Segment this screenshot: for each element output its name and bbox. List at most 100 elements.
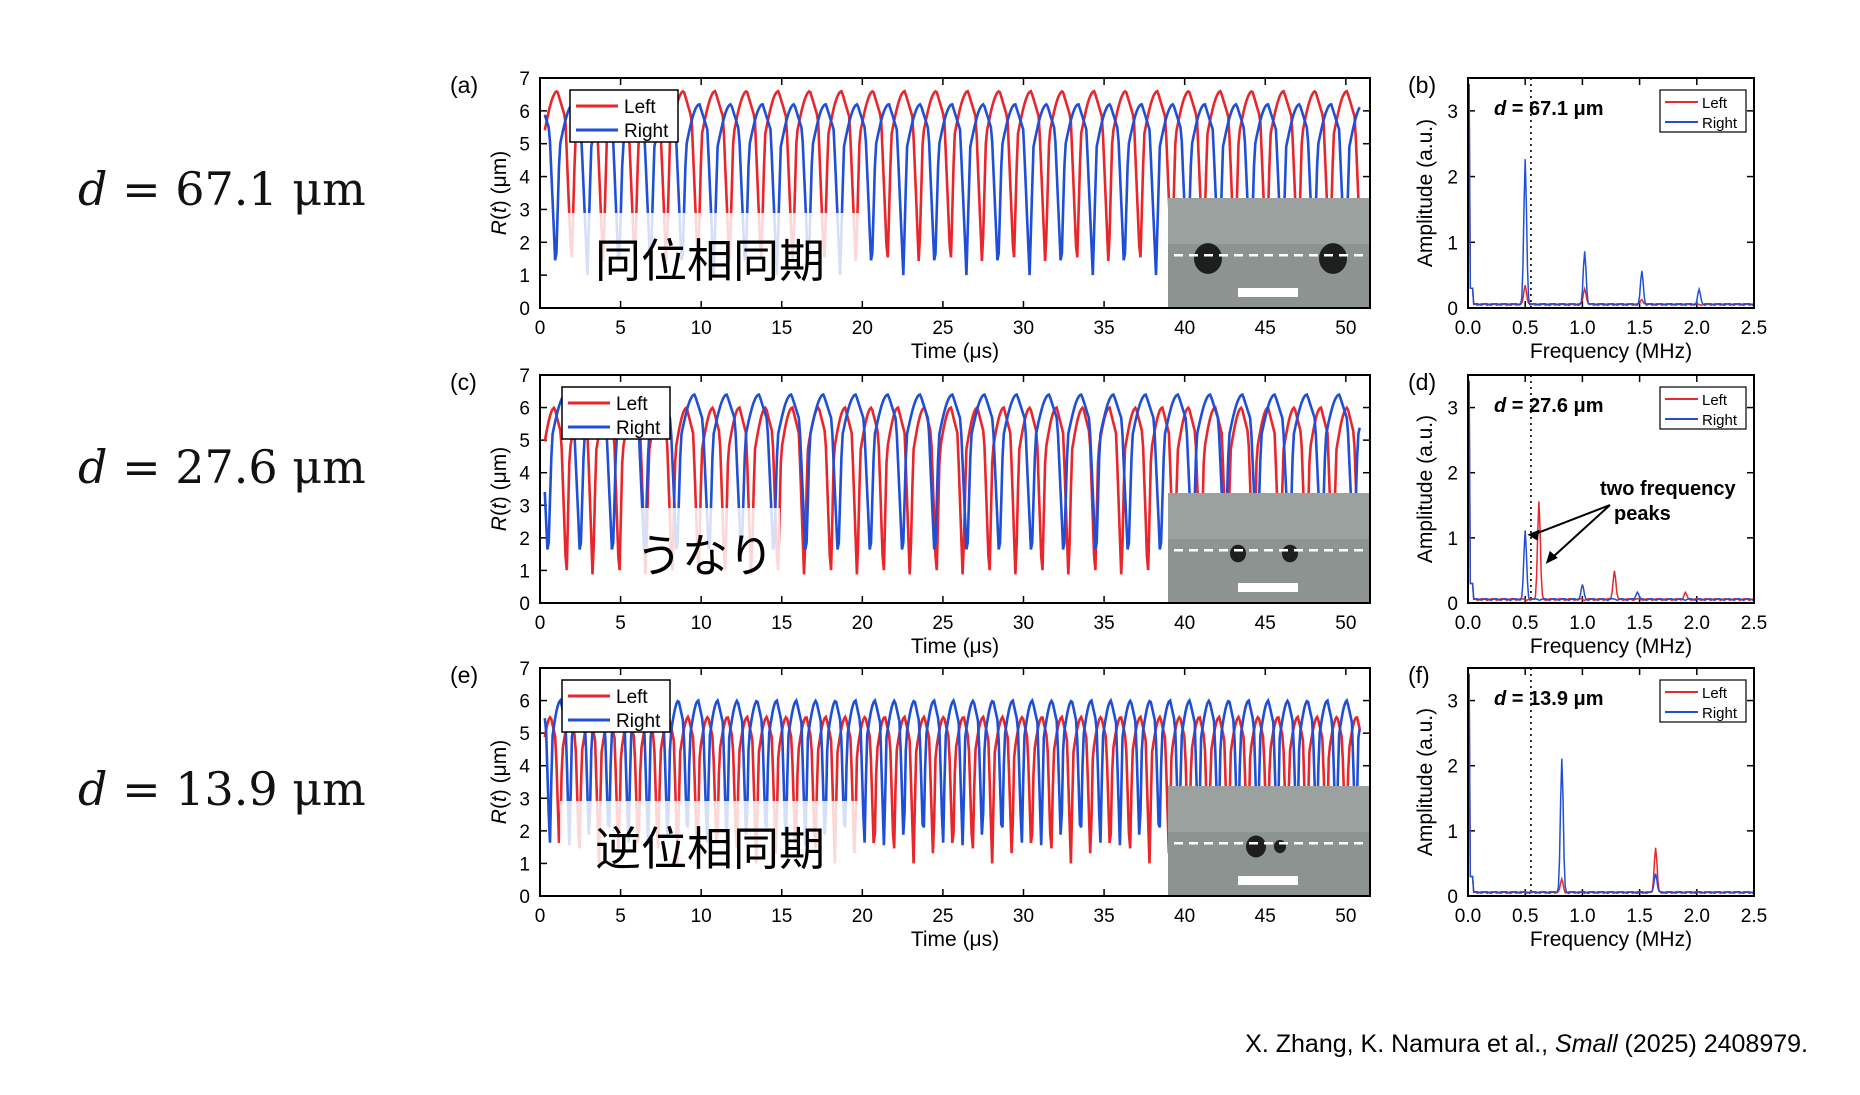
plot-frame bbox=[1467, 667, 1755, 897]
y-tick-label: 1 bbox=[519, 266, 530, 287]
x-tick-label: 20 bbox=[852, 906, 873, 927]
scale-bar bbox=[1238, 583, 1298, 592]
x-tick-label: 35 bbox=[1094, 318, 1115, 339]
y-tick-label: 1 bbox=[519, 561, 530, 582]
x-axis-label: Frequency (MHz) bbox=[1530, 928, 1692, 951]
bubble bbox=[1282, 544, 1298, 563]
annotation-label: d = 13.9 μm bbox=[1494, 688, 1604, 710]
legend: Left Right bbox=[561, 386, 671, 440]
annotation-backing bbox=[560, 213, 860, 301]
y-tick-label: 3 bbox=[1447, 399, 1458, 420]
row-label-d-27: d = 27.6 μm bbox=[78, 440, 366, 494]
legend-box bbox=[1659, 89, 1747, 133]
legend-label: Right bbox=[1702, 115, 1738, 132]
inset-image bbox=[1168, 786, 1370, 896]
annotation-label: 同位相同期 bbox=[595, 235, 825, 287]
x-tick-label: 0 bbox=[535, 318, 546, 339]
x-tick-label: 25 bbox=[932, 318, 953, 339]
y-tick-label: 4 bbox=[519, 464, 530, 485]
scale-bar bbox=[1238, 876, 1298, 885]
x-axis-label: Time (μs) bbox=[911, 340, 999, 363]
legend-label: Right bbox=[616, 711, 661, 732]
y-tick-label: 1 bbox=[1447, 233, 1458, 254]
x-tick-label: 1.0 bbox=[1569, 613, 1595, 634]
callout-label: two frequency peaks bbox=[1600, 478, 1736, 525]
y-tick-label: 2 bbox=[519, 822, 530, 843]
x-tick-label: 0 bbox=[535, 613, 546, 634]
row-label-d-67: d = 67.1 μm bbox=[78, 162, 366, 216]
y-tick-label: 7 bbox=[519, 69, 530, 90]
plot-frame bbox=[1467, 374, 1755, 604]
x-tick-label: 30 bbox=[1013, 613, 1034, 634]
y-axis-label: R(t) (μm) bbox=[488, 447, 511, 531]
spectrum-line-right bbox=[1468, 380, 1755, 602]
series-line-left bbox=[543, 405, 1361, 575]
plot-frame bbox=[539, 77, 1371, 309]
y-tick-label: 3 bbox=[519, 789, 530, 810]
x-tick-label: 30 bbox=[1013, 906, 1034, 927]
panel-label: (b) bbox=[1408, 72, 1436, 98]
y-axis-label: Amplitude (a.u.) bbox=[1414, 708, 1437, 856]
scale-bar bbox=[1238, 288, 1298, 297]
y-tick-label: 1 bbox=[1447, 822, 1458, 843]
x-tick-label: 0.5 bbox=[1512, 318, 1538, 339]
x-tick-label: 5 bbox=[615, 318, 626, 339]
plot-area: うなり Left Right bbox=[543, 386, 1370, 603]
plot-frame bbox=[539, 374, 1371, 604]
x-tick-label: 1.5 bbox=[1626, 318, 1652, 339]
x-tick-label: 15 bbox=[771, 906, 792, 927]
annotation-label: d = 67.1 μm bbox=[1494, 98, 1604, 120]
y-axis-label: R(t) (μm) bbox=[488, 151, 511, 235]
x-tick-label: 10 bbox=[691, 613, 712, 634]
y-tick-label: 5 bbox=[519, 135, 530, 156]
inset-image bbox=[1168, 198, 1370, 308]
y-tick-label: 3 bbox=[519, 496, 530, 517]
x-tick-label: 25 bbox=[932, 906, 953, 927]
x-tick-label: 45 bbox=[1255, 318, 1276, 339]
spectrum-line-right bbox=[1468, 83, 1755, 307]
y-tick-label: 3 bbox=[519, 200, 530, 221]
legend-label: Left bbox=[1702, 95, 1728, 112]
citation: X. Zhang, K. Namura et al., Small (2025)… bbox=[1245, 1030, 1808, 1059]
y-tick-label: 1 bbox=[519, 854, 530, 875]
x-tick-label: 0.5 bbox=[1512, 906, 1538, 927]
legend: Left Right bbox=[1659, 89, 1747, 133]
x-tick-label: 0 bbox=[535, 906, 546, 927]
annotation-label: 逆位相同期 bbox=[595, 823, 825, 875]
legend-label: Right bbox=[1702, 705, 1738, 722]
legend-label: Left bbox=[616, 394, 648, 415]
citation-journal: Small bbox=[1555, 1030, 1618, 1058]
panel-label: (a) bbox=[450, 72, 478, 98]
x-tick-label: 50 bbox=[1335, 613, 1356, 634]
y-tick-label: 5 bbox=[519, 724, 530, 745]
y-tick-label: 7 bbox=[519, 366, 530, 387]
x-axis-label: Time (μs) bbox=[911, 928, 999, 951]
bubble bbox=[1194, 243, 1222, 274]
x-tick-label: 50 bbox=[1335, 906, 1356, 927]
bubble bbox=[1246, 835, 1266, 858]
x-tick-label: 2.0 bbox=[1684, 318, 1710, 339]
annotation-backing bbox=[630, 508, 780, 596]
y-tick-label: 4 bbox=[519, 168, 530, 189]
spectrum-line-right bbox=[1468, 673, 1755, 895]
panel-label: (c) bbox=[450, 369, 477, 395]
bubble bbox=[1319, 243, 1347, 274]
x-tick-label: 15 bbox=[771, 613, 792, 634]
x-tick-label: 5 bbox=[615, 613, 626, 634]
y-tick-label: 2 bbox=[519, 233, 530, 254]
x-tick-label: 40 bbox=[1174, 906, 1195, 927]
y-axis-label: Amplitude (a.u.) bbox=[1414, 119, 1437, 267]
y-tick-label: 5 bbox=[519, 431, 530, 452]
x-axis-label: Frequency (MHz) bbox=[1530, 635, 1692, 658]
callout-arrowhead bbox=[1545, 550, 1558, 564]
x-tick-label: 0.0 bbox=[1455, 906, 1481, 927]
legend-label: Right bbox=[1702, 412, 1738, 429]
x-tick-label: 2.5 bbox=[1741, 318, 1767, 339]
row-label-var: d bbox=[78, 762, 108, 816]
x-tick-label: 2.0 bbox=[1684, 906, 1710, 927]
legend-label: Left bbox=[624, 97, 656, 118]
legend-label: Right bbox=[616, 418, 661, 439]
y-tick-label: 6 bbox=[519, 102, 530, 123]
